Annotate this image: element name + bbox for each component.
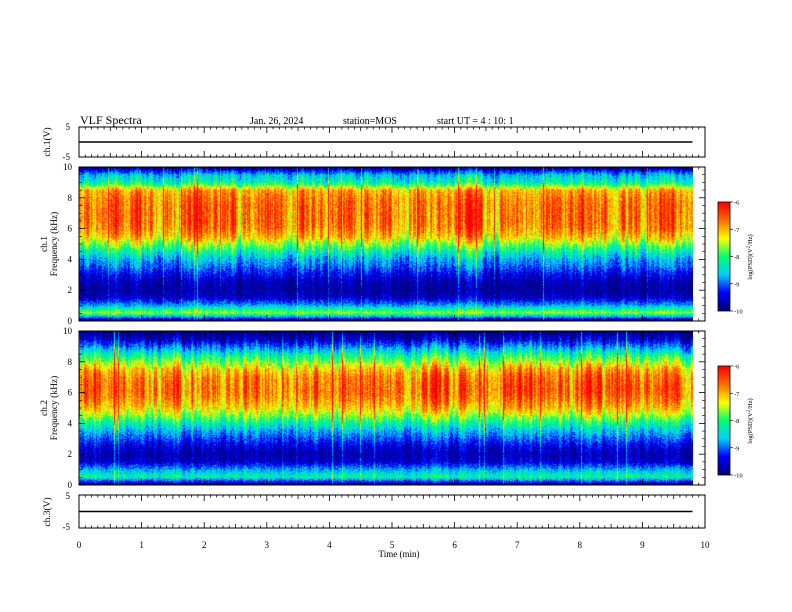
ch1-waveform-ylabel: ch.1(V) [42, 127, 53, 156]
figure-title: VLF Spectra [80, 113, 142, 127]
ch1-spectrogram-ylabel-channel: ch.1 [40, 236, 50, 252]
ch1-colorbar [718, 202, 730, 311]
ch3-ytick-top: 5 [66, 491, 71, 501]
freq-tick-label: 10 [63, 162, 73, 172]
date-label: Jan. 26, 2024 [250, 116, 303, 127]
ch1-waveform-panel: 5 -5 ch.1(V) [42, 122, 706, 162]
x-tick-label: 0 [77, 540, 82, 550]
x-tick-label: 6 [452, 540, 457, 550]
ch3-waveform-ylabel: ch.3(V) [42, 497, 53, 526]
ch3-waveform-ticks [78, 495, 706, 528]
x-tick-labels: 0 1 2 3 4 5 6 7 8 9 10 [77, 540, 710, 550]
ch1-spectrogram-yticks: 0 2 4 6 8 10 [63, 162, 705, 326]
ch2-spectrogram-ticks [78, 331, 706, 485]
x-tick-label: 7 [515, 540, 520, 550]
freq-tick-label: 2 [68, 285, 73, 295]
ch2-colorbar-ticks: -6 -7 -8 -9 -10 [730, 364, 743, 480]
x-tick-label: 5 [390, 540, 395, 550]
freq-tick-label: 4 [68, 254, 73, 264]
ch1-spectrogram-ylabel-freq: Frequency (kHz) [49, 212, 60, 277]
ch2-spectrogram-ylabel-freq: Frequency (kHz) [49, 376, 60, 441]
colorbar-tick-label: -7 [734, 227, 740, 234]
start-ut-label: start UT = 4 : 10: 1 [437, 116, 514, 127]
freq-tick-label: 4 [68, 418, 73, 428]
ch1-spectrogram-panel: 0 2 4 6 8 10 ch.1 Frequency (kHz) -6 -7 -8 -9 -10… [40, 162, 754, 326]
ch2-spectrogram-image [79, 331, 693, 485]
freq-tick-label: 2 [68, 449, 73, 459]
ch1-colorbar-ticks: -6 -7 -8 -9 -10 [730, 200, 743, 316]
x-axis-label: Time (min) [379, 549, 420, 559]
ch1-colorbar-label: log(PSD)(V2/Hz) [747, 234, 754, 279]
ch2-spectrogram-ylabel-channel: ch.2 [40, 400, 50, 416]
freq-tick-label: 0 [68, 316, 73, 326]
ch1-ytick-top: 5 [66, 122, 71, 132]
ch1-waveform-ticks [78, 127, 706, 157]
ch2-colorbar-label: log(PSD)(V2/Hz) [747, 398, 754, 443]
ch2-colorbar [718, 366, 730, 475]
colorbar-tick-label: -8 [734, 418, 739, 425]
colorbar-tick-label: -10 [734, 309, 743, 316]
colorbar-tick-label: -9 [734, 445, 739, 452]
station-label: station=MOS [343, 116, 397, 127]
freq-tick-label: 8 [68, 357, 73, 367]
colorbar-tick-label: -6 [734, 200, 740, 207]
ch2-spectrogram-yticks: 0 2 4 6 8 10 [63, 326, 705, 490]
ch1-ytick-bottom: -5 [63, 152, 71, 162]
x-tick-label: 2 [202, 540, 207, 550]
colorbar-tick-label: -10 [734, 473, 743, 480]
freq-tick-label: 6 [68, 388, 73, 398]
ch1-spectrogram-image [79, 167, 693, 321]
freq-tick-label: 0 [68, 480, 73, 490]
x-tick-label: 9 [640, 540, 645, 550]
x-tick-label: 3 [265, 540, 270, 550]
x-tick-label: 1 [139, 540, 144, 550]
ch3-waveform-panel: 5 -5 ch.3(V) 0 1 2 3 4 5 6 7 8 9 10 Time (min) [42, 491, 710, 559]
colorbar-tick-label: -8 [734, 254, 739, 261]
x-tick-label: 8 [578, 540, 583, 550]
ch3-ytick-bottom: -5 [63, 522, 71, 532]
colorbar-tick-label: -6 [734, 364, 740, 371]
freq-tick-label: 10 [63, 326, 73, 336]
ch2-spectrogram-panel: 0 2 4 6 8 10 ch.2 Frequency (kHz) -6 -7 -8 -9 -10… [40, 326, 754, 490]
ch1-spectrogram-ticks [78, 167, 706, 321]
colorbar-tick-label: -7 [734, 391, 740, 398]
colorbar-tick-label: -9 [734, 281, 739, 288]
freq-tick-label: 6 [68, 224, 73, 234]
freq-tick-label: 8 [68, 193, 73, 203]
x-tick-label: 4 [327, 540, 332, 550]
x-tick-label: 10 [701, 540, 711, 550]
